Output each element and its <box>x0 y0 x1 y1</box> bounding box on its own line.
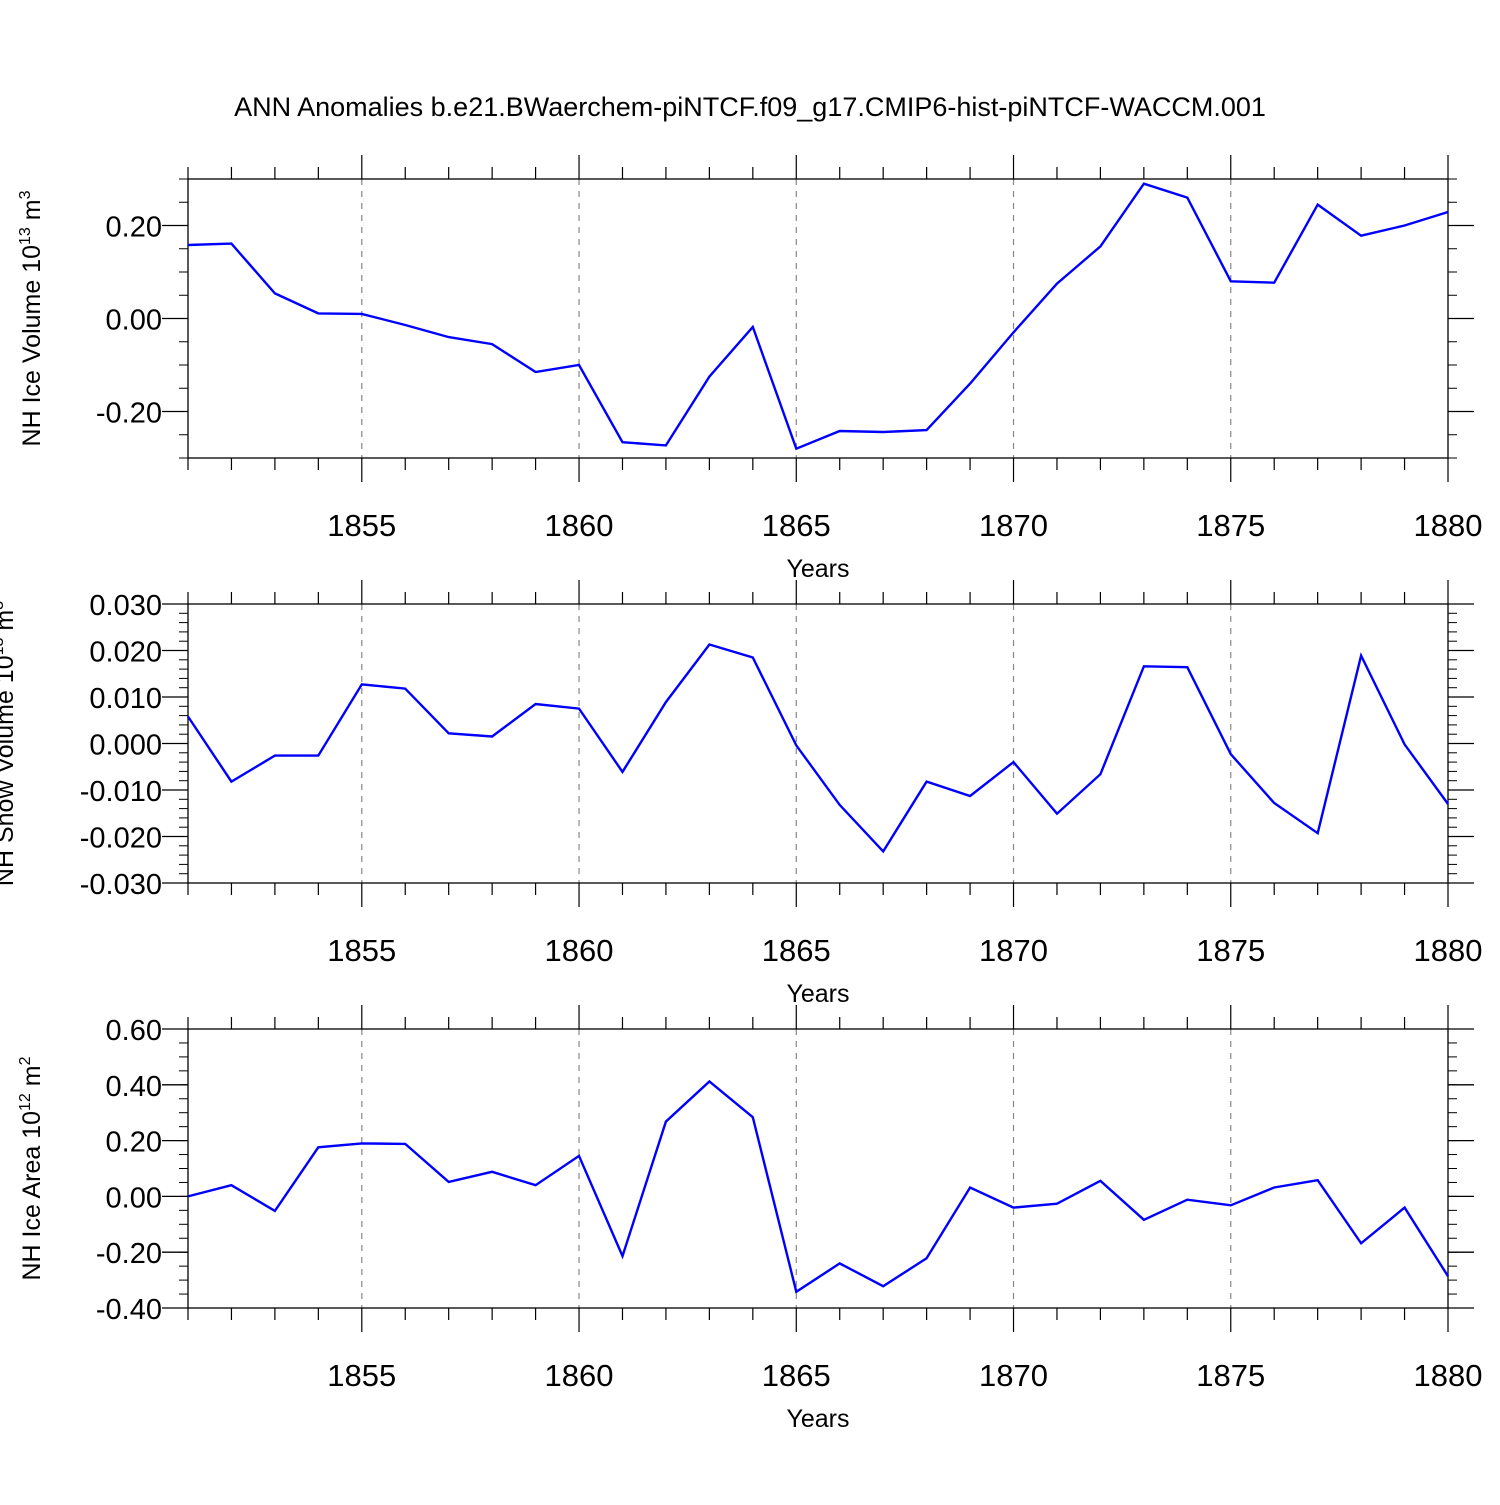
y-tick-label: 0.010 <box>89 683 162 715</box>
y-tick-label: 0.000 <box>89 730 162 762</box>
y-tick-label: 0.020 <box>89 637 162 669</box>
data-series-line <box>187 1079 1450 1294</box>
y-axis-label: NH Snow Volume 1013 m3 <box>0 601 19 886</box>
x-tick-label: 1870 <box>979 1358 1048 1393</box>
x-tick-label: 1880 <box>1414 933 1483 968</box>
y-tick-label: 0.00 <box>106 1182 162 1214</box>
y-tick-label: -0.20 <box>96 1238 162 1270</box>
x-tick-label: 1875 <box>1196 933 1265 968</box>
data-series-line <box>187 182 1449 451</box>
y-tick-label: -0.030 <box>80 869 162 901</box>
x-tick-label: 1855 <box>327 1358 396 1393</box>
x-tick-label: 1880 <box>1414 508 1483 543</box>
x-tick-label: 1860 <box>545 508 614 543</box>
y-axis-label: NH Ice Area 1012 m2 <box>17 1056 46 1280</box>
data-series-line <box>187 643 1449 854</box>
y-tick-label: -0.010 <box>80 776 162 808</box>
x-tick-label: 1860 <box>545 1358 614 1393</box>
x-tick-label: 1855 <box>327 933 396 968</box>
y-tick-label: 0.00 <box>106 305 162 337</box>
chart-panel-2: 1855 1860 1865 1870 1875 1880 -0.030 -0.020 -0.0… <box>0 580 1482 1008</box>
y-tick-label: 0.60 <box>106 1015 162 1047</box>
plot-frame <box>187 603 1449 884</box>
y-axis-label: NH Ice Volume 1013 m3 <box>17 190 46 446</box>
y-tick-label: 0.20 <box>106 212 162 244</box>
y-tick-label: 0.030 <box>89 590 162 622</box>
y-tick-label: -0.020 <box>80 823 162 855</box>
chart-title: ANN Anomalies b.e21.BWaerchem-piNTCF.f09… <box>234 92 1266 122</box>
x-axis-label: Years <box>786 1405 849 1433</box>
x-tick-label: 1865 <box>762 508 831 543</box>
x-tick-label: 1875 <box>1196 1358 1265 1393</box>
x-tick-label: 1860 <box>545 933 614 968</box>
y-tick-label: -0.20 <box>96 398 162 430</box>
plot-frame <box>187 1028 1449 1309</box>
y-tick-label: -0.40 <box>96 1294 162 1326</box>
x-tick-label: 1880 <box>1414 1358 1483 1393</box>
x-tick-label: 1870 <box>979 508 1048 543</box>
chart-panel-3: 1855 1860 1865 1870 1875 1880 -0.40 -0.20 0.00 0.… <box>17 1005 1482 1433</box>
chart-panel-1: 1855 1860 1865 1870 1875 1880 -0.20 0.00 0.20 Yea… <box>17 155 1482 583</box>
x-tick-label: 1870 <box>979 933 1048 968</box>
y-tick-label: 0.40 <box>106 1071 162 1103</box>
x-tick-label: 1865 <box>762 933 831 968</box>
x-tick-label: 1865 <box>762 1358 831 1393</box>
x-tick-label: 1855 <box>327 508 396 543</box>
x-axis-label: Years <box>786 555 849 583</box>
y-tick-label: 0.20 <box>106 1127 162 1159</box>
x-axis-label: Years <box>786 980 849 1008</box>
x-tick-label: 1875 <box>1196 508 1265 543</box>
